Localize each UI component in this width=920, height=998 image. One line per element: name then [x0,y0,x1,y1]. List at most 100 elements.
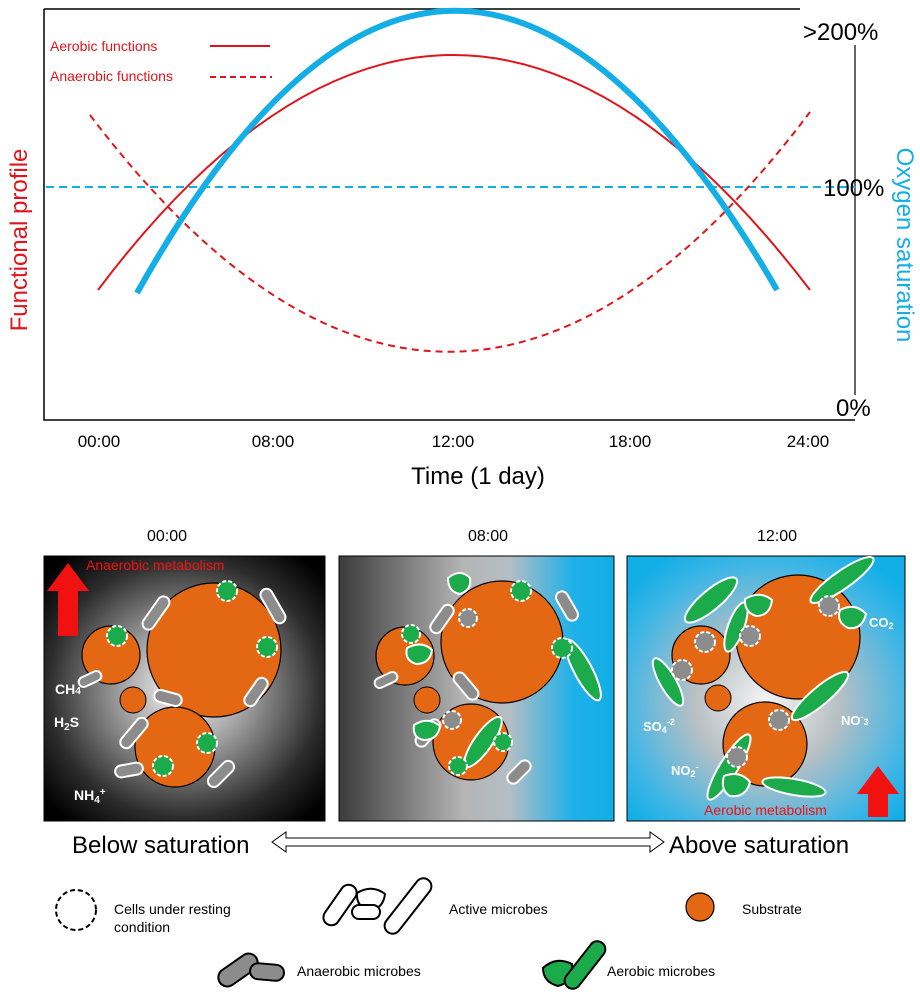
right-tick-100: 100% [823,175,884,202]
substrate [119,686,147,714]
legend-anaerobic-label: Anaerobic functions [50,68,173,84]
anaerobic-microbe [259,587,287,625]
aerobic-icon-shape [563,940,607,990]
anaerobic-microbe [206,759,236,789]
aerobic-functions-line [97,54,811,291]
anaerobic-microbes-icon [217,952,285,988]
anaerobic-microbes [77,587,287,789]
anaerobic-metabolism-label: Anaerobic metabolism [86,557,225,573]
aerobic-microbe [809,555,875,605]
below-saturation-label: Below saturation [72,832,249,859]
panel-0800 [338,555,615,822]
legend-aerobic-label: Aerobic functions [50,38,157,54]
resting-cells [401,580,573,776]
substrate-icon [685,892,715,922]
up-arrow-icon [857,766,899,817]
oxygen-saturation-line [134,7,780,295]
x-tick-0800: 08:00 [252,432,295,451]
aerobic-microbe [838,605,868,630]
resting-cell [106,625,128,647]
anaerobic-microbe [506,759,532,785]
active-microbe-shape [322,883,358,927]
aerobic-microbe [683,576,739,624]
substrate [704,684,732,712]
anaerobic-microbe [243,676,269,708]
resting-aerobic-cells [106,580,278,777]
right-tick-0: 0% [836,395,871,422]
bottom-legend: Cells under resting condition Active mic… [55,877,802,990]
resting-cell [768,709,790,731]
anaerobic-microbe [452,671,480,701]
resting-cell [458,608,478,628]
up-arrow-icon [47,563,89,636]
panel-2-time: 08:00 [468,528,508,545]
resting-cell [493,732,513,752]
aerobic-microbe [446,572,472,596]
anaerobic-microbe [153,688,183,708]
resting-cell [726,746,748,768]
left-axis-label: Functional profile [6,149,33,332]
legend-resting-line1: Cells under resting [114,901,231,917]
x-axis-label: Time (1 day) [411,463,545,490]
anaerobic-microbe [429,603,455,635]
anaerobic-microbe [373,671,399,689]
ch4-label: CH4 [55,681,81,697]
aerobic-metabolism-label: Aerobic metabolism [704,802,827,818]
anaerobic-microbe [141,595,171,631]
resting-cell [551,637,573,659]
chart-axes [43,9,855,421]
resting-cell [739,625,761,647]
legend-resting-label: Cells under resting condition [114,901,235,935]
right-tick-200: >200% [803,19,878,46]
line-chart: Aerobic functions Anaerobic functions Fu… [6,7,918,490]
above-saturation-label: Above saturation [669,832,849,859]
resting-cell [510,580,532,602]
right-axis-label: Oxygen saturation [891,148,918,343]
anaerobic-icon-shape [217,952,259,988]
substrate [146,582,282,718]
resting-cell [694,631,716,653]
resting-cell [256,636,278,658]
anaerobic-icon-shape [249,962,285,982]
double-arrow-icon [271,831,665,853]
resting-cell [216,580,238,602]
x-tick-2400: 24:00 [787,432,830,451]
x-tick-0000: 00:00 [78,432,121,451]
resting-cell [152,755,174,777]
anaerobic-microbe [77,670,103,688]
legend-active-label: Active microbes [449,901,548,917]
resting-anaerobic-cells [671,595,840,768]
active-microbe-shape [383,877,433,935]
resting-cell [671,659,693,681]
anaerobic-functions-line [89,111,811,353]
anaerobic-microbe [119,716,149,750]
legend-aerobic-label: Aerobic microbes [607,963,715,979]
active-microbe-shape [351,904,381,920]
panel-0000: Anaerobic metabolism CH4 H2S NH4+ [43,555,326,822]
aerobic-microbe [790,670,850,722]
aerobic-microbe [412,719,442,742]
aerobic-microbe [651,657,685,707]
h2s-label: H2S [54,714,79,733]
anaerobic-microbe [114,761,144,779]
panel-1200: CO2 SO4-2 NO-3 NO2- Aerobic metabolism [626,555,906,822]
x-tick-1200: 12:00 [432,432,475,451]
aerobic-microbe [405,643,434,666]
legend-resting-line2: condition [114,919,170,935]
anaerobic-microbe [555,590,579,622]
aerobic-microbes [651,555,875,801]
x-tick-1800: 18:00 [609,432,652,451]
substrate [375,626,435,686]
aerobic-microbes [405,572,602,769]
resting-cell [442,710,462,730]
resting-cell [448,756,468,776]
aerobic-microbe [761,776,827,798]
resting-cell [196,732,218,754]
legend-substrate-label: Substrate [742,901,802,917]
resting-cell [818,595,840,617]
substrate [413,686,441,714]
aerobic-microbe [721,773,752,798]
panel-1-time: 00:00 [147,528,187,545]
aerobic-microbes-icon [541,940,607,990]
